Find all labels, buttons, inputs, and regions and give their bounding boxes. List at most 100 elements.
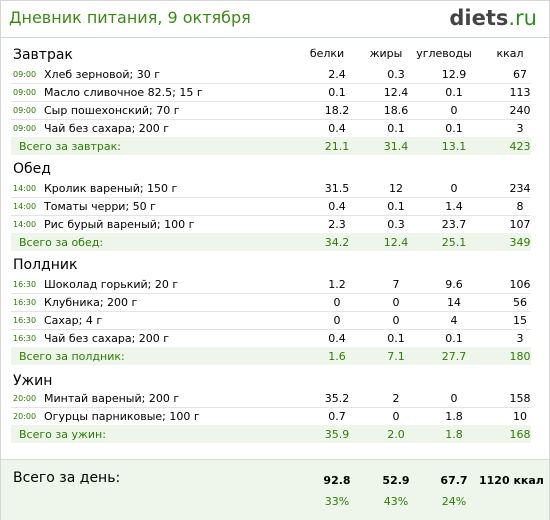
food-kcal: 107 [509,218,531,231]
daily-total: Всего за день: 92.8 52.9 67.7 1120 ккал … [1,459,549,520]
food-carbs: 0 [450,104,458,117]
food-carbs: 12.9 [441,68,467,81]
food-carbs: 0.1 [445,122,463,135]
food-name: Чай без сахара; 200 г [44,332,170,345]
food-name: Огурцы парниковые; 100 г [44,410,200,423]
daily-carbs-percent: 24% [441,495,467,508]
daily-total-label: Всего за день: [13,470,121,486]
daily-protein: 92.8 [323,474,351,487]
food-row: 09:00 Масло сливочное 82.5; 15 г 0.1 12.… [11,83,531,102]
food-fat: 12 [389,182,403,195]
food-kcal: 234 [509,182,531,195]
food-protein: 1.2 [328,278,346,291]
food-protein: 18.2 [324,104,350,117]
food-time: 20:00 [13,394,37,403]
total-fat: 12.4 [383,236,409,249]
meal-total-row: Всего за полдник: 1.6 7.1 27.7 180 [11,347,531,365]
food-row: 09:00 Хлеб зерновой; 30 г 2.4 0.3 12.9 6… [11,65,531,84]
daily-fat-percent: 43% [383,495,409,508]
food-protein: 35.2 [324,392,350,405]
meal-total-label: Всего за ужин: [19,428,106,441]
total-fat: 2.0 [387,428,405,441]
food-protein: 31.5 [324,182,350,195]
col-carbs: углеводы [416,47,472,60]
total-kcal: 168 [509,428,531,441]
food-name: Минтай вареный; 200 г [44,392,180,405]
food-protein: 2.3 [328,218,346,231]
food-protein: 0 [333,314,341,327]
food-kcal: 10 [513,410,527,423]
food-carbs: 14 [447,296,461,309]
food-kcal: 3 [516,122,524,135]
food-fat: 0 [392,410,400,423]
food-name: Томаты черри; 50 г [44,200,156,213]
food-time: 14:00 [13,220,37,229]
section-title-snack: Полдник [13,257,78,273]
food-kcal: 113 [509,86,531,99]
total-protein: 34.2 [324,236,350,249]
food-row: 14:00 Томаты черри; 50 г 0.4 0.1 1.4 8 [11,197,531,216]
food-fat: 18.6 [383,104,409,117]
logo-tld: .ru [508,6,537,30]
food-kcal: 15 [513,314,527,327]
food-fat: 12.4 [383,86,409,99]
section-title-lunch: Обед [13,161,51,177]
food-carbs: 23.7 [441,218,467,231]
food-protein: 0.7 [328,410,346,423]
food-kcal: 106 [509,278,531,291]
food-name: Сыр пошехонский; 70 г [44,104,180,117]
food-time: 09:00 [13,124,37,133]
total-fat: 7.1 [387,350,405,363]
food-carbs: 0.1 [445,332,463,345]
total-carbs: 25.1 [441,236,467,249]
food-carbs: 0.1 [445,86,463,99]
food-row: 16:30 Сахар; 4 г 0 0 4 15 [11,311,531,330]
food-name: Шоколад горький; 20 г [44,278,179,291]
food-kcal: 8 [516,200,524,213]
food-time: 16:30 [13,334,37,343]
food-row: 16:30 Чай без сахара; 200 г 0.4 0.1 0.1 … [11,329,531,348]
food-time: 16:30 [13,280,37,289]
food-name: Рис бурый вареный; 100 г [44,218,195,231]
meal-total-label: Всего за завтрак: [19,140,122,153]
total-carbs: 13.1 [441,140,467,153]
food-name: Сахар; 4 г [44,314,103,327]
food-row: 20:00 Минтай вареный; 200 г 35.2 2 0 158 [11,389,531,408]
site-logo[interactable]: diets.ru [449,6,537,30]
col-kcal: ккал [496,47,524,60]
food-time: 09:00 [13,88,37,97]
total-kcal: 423 [509,140,531,153]
meal-total-label: Всего за обед: [19,236,104,249]
food-row: 20:00 Огурцы парниковые; 100 г 0.7 0 1.8… [11,407,531,426]
food-fat: 7 [392,278,400,291]
food-protein: 0.4 [328,122,346,135]
food-carbs: 0 [450,182,458,195]
food-row: 14:00 Рис бурый вареный; 100 г 2.3 0.3 2… [11,215,531,234]
total-protein: 21.1 [324,140,350,153]
food-name: Клубника; 200 г [44,296,138,309]
food-time: 20:00 [13,412,37,421]
food-name: Масло сливочное 82.5; 15 г [44,86,203,99]
daily-kcal: 1120 ккал [479,474,544,487]
page-title: Дневник питания, 9 октября [9,8,251,27]
food-fat: 0 [392,296,400,309]
food-time: 16:30 [13,298,37,307]
food-fat: 0.1 [387,200,405,213]
food-row: 09:00 Сыр пошехонский; 70 г 18.2 18.6 0 … [11,101,531,120]
food-row: 14:00 Кролик вареный; 150 г 31.5 12 0 23… [11,179,531,198]
total-protein: 35.9 [324,428,350,441]
food-fat: 0.1 [387,332,405,345]
food-row: 16:30 Клубника; 200 г 0 0 14 56 [11,293,531,312]
total-carbs: 27.7 [441,350,467,363]
meal-total-label: Всего за полдник: [19,350,125,363]
food-protein: 0 [333,296,341,309]
col-fat: жиры [369,47,403,60]
food-name: Кролик вареный; 150 г [44,182,178,195]
food-kcal: 158 [509,392,531,405]
food-fat: 0.3 [387,218,405,231]
food-carbs: 1.4 [445,200,463,213]
food-row: 09:00 Чай без сахара; 200 г 0.4 0.1 0.1 … [11,119,531,138]
food-protein: 0.4 [328,200,346,213]
section-title-dinner: Ужин [13,373,53,389]
